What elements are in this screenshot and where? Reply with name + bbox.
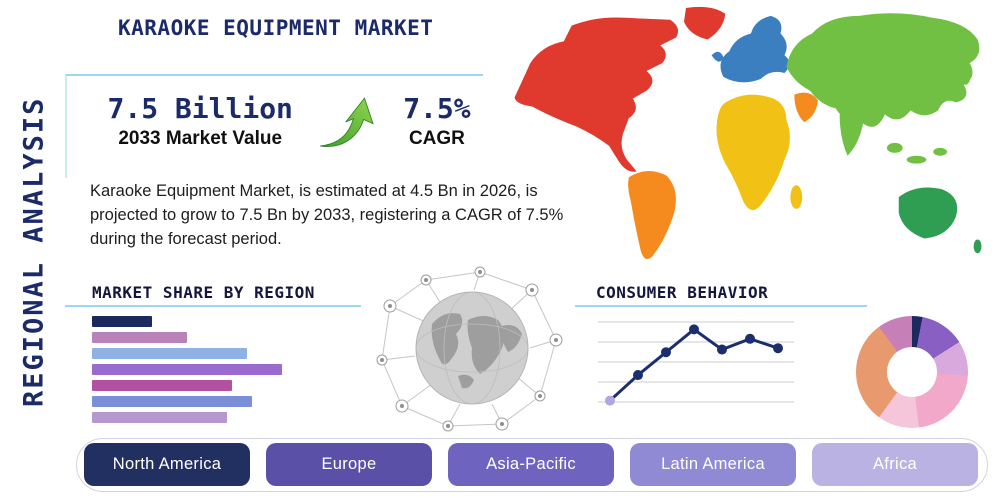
market-value-block: 7.5 Billion 2033 Market Value: [85, 92, 315, 150]
market-value: 7.5 Billion: [107, 92, 293, 125]
greenland: [683, 6, 726, 40]
cagr-value: 7.5%: [403, 92, 471, 125]
japan-island: [960, 65, 971, 85]
market-share-underline: [65, 305, 361, 307]
madagascar: [790, 185, 803, 209]
se-asia-island-2: [906, 155, 927, 164]
bar-segment-0: [92, 316, 152, 327]
region-pill-africa[interactable]: Africa: [812, 443, 978, 486]
market-value-caption: 2033 Market Value: [118, 127, 283, 149]
continent-europe: [720, 15, 790, 83]
continent-africa: [716, 94, 790, 211]
world-map: [514, 6, 982, 260]
se-asia-island-3: [933, 147, 948, 156]
region-pill-europe[interactable]: Europe: [266, 443, 432, 486]
se-asia-island-1: [886, 142, 903, 153]
vertical-title: REGIONAL ANALYSIS: [18, 96, 50, 408]
bar-segment-2: [92, 348, 247, 359]
bar-segment-1: [92, 332, 187, 343]
uk-island: [711, 51, 724, 62]
stats-panel: 7.5 Billion 2033 Market Value 7.5% CAGR: [65, 74, 483, 178]
market-share-heading: MARKET SHARE BY REGION: [92, 283, 315, 302]
continent-south-america: [628, 170, 676, 260]
bar-segment-6: [92, 412, 227, 423]
region-pill-north-america[interactable]: North America: [84, 443, 250, 486]
region-pills: North America Europe Asia-Pacific Latin Ame…: [84, 443, 978, 486]
middle-east: [794, 92, 818, 123]
region-bar-outline: [76, 438, 988, 492]
continent-australia: [898, 187, 958, 239]
bar-chart: [92, 316, 282, 423]
donut-chart: [856, 316, 968, 428]
market-description: Karaoke Equipment Market, is estimated a…: [90, 182, 564, 248]
new-zealand: [973, 239, 982, 254]
page-title: KARAOKE EQUIPMENT MARKET: [118, 16, 434, 40]
consumer-behavior-heading: CONSUMER BEHAVIOR: [596, 283, 769, 302]
cagr-caption: CAGR: [408, 127, 465, 149]
consumer-behavior-underline: [575, 305, 867, 307]
growth-arrow-icon: [320, 97, 375, 147]
continent-north-america: [514, 17, 679, 172]
region-pill-latin-america[interactable]: Latin America: [630, 443, 796, 486]
bar-segment-5: [92, 396, 252, 407]
bar-segment-3: [92, 364, 282, 375]
india: [839, 112, 864, 156]
region-pill-asia-pacific[interactable]: Asia-Pacific: [448, 443, 614, 486]
line-chart: [598, 321, 794, 406]
globe-network-graphic: [376, 266, 563, 432]
cagr-block: 7.5% CAGR: [391, 92, 483, 150]
bar-segment-4: [92, 380, 232, 391]
continent-asia: [786, 13, 980, 127]
